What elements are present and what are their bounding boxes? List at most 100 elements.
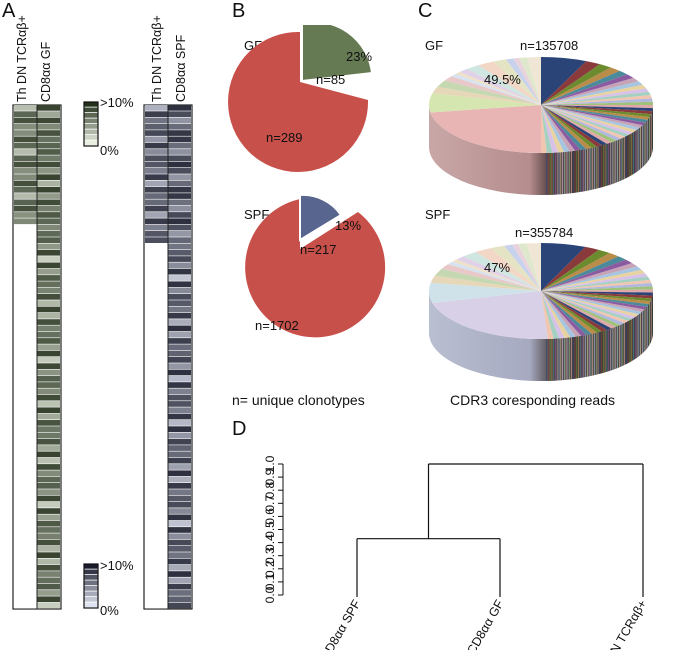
heatmap-cell [168, 508, 191, 514]
pie3d-slice [541, 269, 646, 291]
heatmap-cell [37, 268, 60, 275]
panel-letter-b: B [232, 0, 246, 22]
heatmap-cell [145, 224, 168, 231]
color-scale-swatch [84, 102, 98, 107]
heatmap-cell [145, 142, 168, 149]
pie-spf-slice-pct: 13% [335, 218, 362, 233]
heatmap-cell [14, 369, 37, 376]
heatmap-cell [145, 382, 168, 388]
heatmap-cell [37, 420, 60, 426]
leaf-label: CD8αα GF [464, 597, 506, 650]
heatmap-cell [168, 262, 191, 269]
heatmap-cell [168, 300, 191, 306]
heatmap-cell [14, 249, 37, 256]
heatmap-cell [168, 420, 191, 426]
heatmap-cell [145, 231, 168, 237]
pie3d-slice [541, 291, 602, 333]
heatmap-cell [168, 470, 191, 477]
pie3d-slice [541, 105, 653, 115]
heatmap-cell [168, 375, 191, 382]
pie3d-slice [541, 77, 639, 105]
heatmap-cell [37, 180, 60, 187]
heatmap-cell [145, 394, 168, 401]
gf-scale-bottom-label: 0% [100, 143, 119, 158]
heatmap-cell [14, 420, 37, 426]
heatmap-cell [14, 445, 37, 451]
pie3d-slice [541, 291, 607, 332]
color-scale-swatch [84, 575, 98, 580]
heatmap-cell [145, 243, 168, 250]
pie3d-slice [512, 244, 541, 291]
heatmap-cell [37, 130, 60, 136]
heatmap-cell [14, 237, 37, 243]
heatmap-cell [145, 369, 168, 376]
y-tick-label: 1.0 [263, 455, 277, 472]
heatmap-cell [14, 256, 37, 262]
pie3d-slice [541, 70, 628, 105]
pie3d-slice [541, 74, 634, 105]
heatmap-cell [37, 501, 60, 508]
heatmap-cell [14, 243, 37, 250]
heatmap-cell [168, 105, 191, 111]
heatmap-cell [168, 464, 191, 470]
heatmap-cell [145, 558, 168, 565]
heatmap-cell [168, 331, 191, 338]
heatmap-cell [168, 338, 191, 344]
heatmap-cell [37, 363, 60, 369]
pie3d-slice [541, 291, 647, 310]
heatmap-cell [145, 420, 168, 426]
heatmap-cell [145, 249, 168, 256]
heatmap-cell [37, 546, 60, 552]
heatmap-cell [168, 193, 191, 199]
pie3d-slice [541, 95, 652, 105]
heatmap-cell [145, 319, 168, 325]
gf-heatmap [12, 104, 62, 610]
heatmap-cell [168, 180, 191, 187]
heatmap-cell [145, 483, 168, 489]
dendrogram-leaf-labels: CD8αα SPF CD8αα GF Th DN TCRαβ+ [318, 597, 650, 650]
heatmap-cell [168, 294, 191, 300]
heatmap-cell [14, 564, 37, 571]
heatmap-cell [145, 218, 168, 225]
heatmap-cell [145, 186, 168, 193]
heatmap-cell [168, 218, 191, 225]
heatmap-cell [37, 552, 60, 558]
heatmap-cell [168, 130, 191, 136]
pie3d-spf-pct: 47% [484, 260, 511, 275]
heatmap-cell [14, 432, 37, 439]
heatmap-cell [14, 199, 37, 206]
heatmap-cell [168, 287, 191, 294]
heatmap-cell [37, 218, 60, 225]
heatmap-cell [168, 527, 191, 533]
heatmap-cell [14, 357, 37, 363]
pie3d-slice [541, 291, 576, 338]
pie3d-slice [490, 245, 541, 291]
heatmap-cell [145, 149, 168, 155]
pie3d-slice [541, 243, 586, 291]
heatmap-cell [168, 312, 191, 319]
heatmap-cell [14, 344, 37, 351]
heatmap-cell [145, 281, 168, 288]
heatmap-cell [37, 262, 60, 269]
heatmap-cell [168, 149, 191, 155]
heatmap-cell [14, 294, 37, 300]
heatmap-cell [145, 602, 168, 609]
dendrogram-branches [356, 463, 644, 597]
pie3d-slice [541, 105, 612, 144]
panel-letter-a: A [2, 0, 16, 22]
pie3d-slice [541, 105, 630, 137]
heatmap-cell [168, 583, 191, 590]
heatmap-cell [14, 438, 37, 445]
heatmap-cell [14, 571, 37, 577]
heatmap-cell [145, 520, 168, 527]
pie3d-slice [541, 67, 620, 105]
heatmap-cell [145, 111, 168, 117]
leaf-label: Th DN TCRαβ+ [594, 598, 650, 650]
color-scale-swatch [84, 135, 98, 140]
heatmap-cell [37, 514, 60, 521]
pie3d-slice [541, 105, 653, 112]
heatmap-cell [37, 382, 60, 388]
heatmap-cell [37, 520, 60, 527]
heatmap-cell [37, 294, 60, 300]
heatmap-cell [145, 174, 168, 180]
